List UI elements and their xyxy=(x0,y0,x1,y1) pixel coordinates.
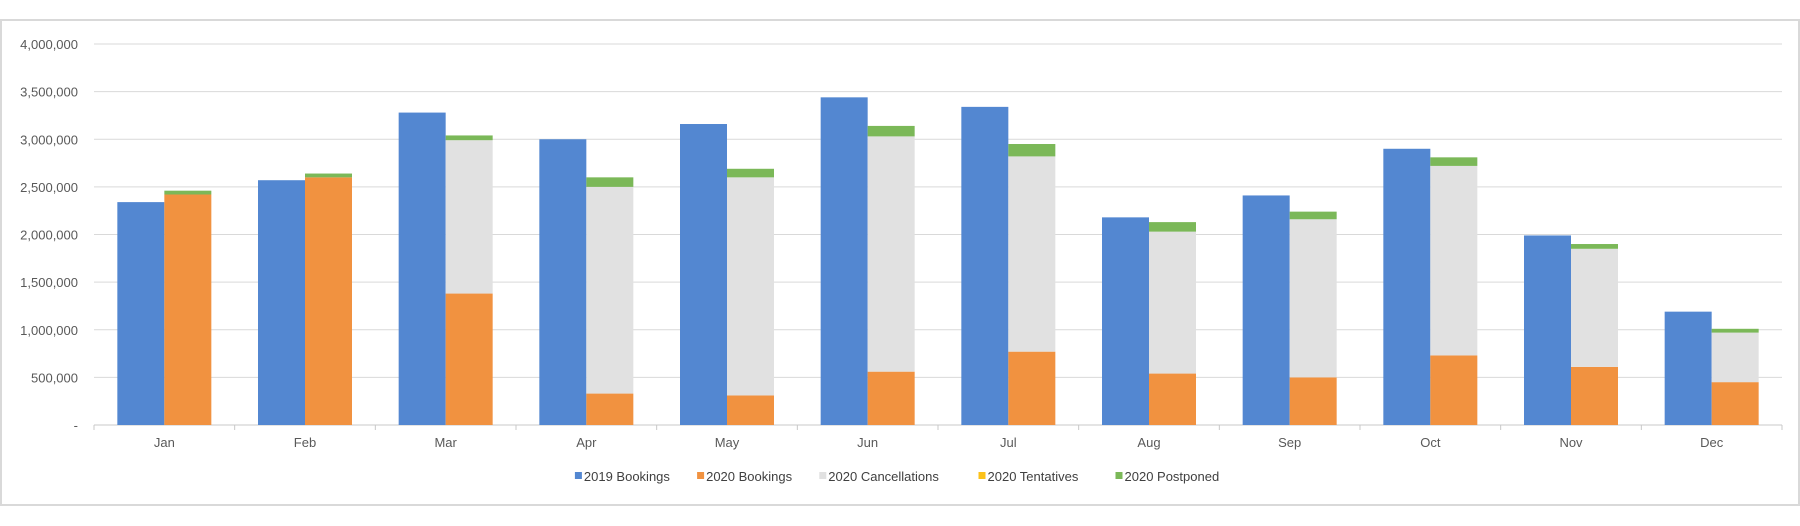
bar-2019-bookings xyxy=(539,139,587,425)
legend-label: 2020 Tentatives xyxy=(988,469,1079,484)
bar-2020-postponed xyxy=(164,190,212,195)
legend-item: 2020 Cancellations xyxy=(819,469,939,484)
legend-swatch xyxy=(978,472,986,479)
y-tick-label: 3,500,000 xyxy=(20,85,78,100)
bar-2020-bookings xyxy=(1149,373,1196,425)
y-tick-label: 500,000 xyxy=(31,370,78,385)
legend-item: 2020 Tentatives xyxy=(978,469,1079,484)
bar-2020-bookings xyxy=(1289,377,1337,425)
legend-swatch xyxy=(574,472,582,479)
bar-2020-bookings xyxy=(164,194,212,425)
x-tick-label: Sep xyxy=(1278,435,1301,450)
bar-2020-bookings xyxy=(586,393,634,425)
y-tick-label: 2,000,000 xyxy=(20,228,78,243)
x-tick-label: Dec xyxy=(1700,435,1724,450)
bar-2020-cancellations xyxy=(1008,156,1056,352)
bar-2020-cancellations xyxy=(1430,165,1478,356)
stacked-bar-chart: - 500,000 1,000,000 1,500,000 2,000,000 2,500… xyxy=(20,37,1783,484)
x-tick-label: Jun xyxy=(857,435,878,450)
bar-2020-postponed xyxy=(305,173,352,178)
x-tick-label: Oct xyxy=(1420,435,1441,450)
bar-2020-postponed xyxy=(867,125,915,137)
x-tick-label: Nov xyxy=(1559,435,1583,450)
bar-2020-postponed xyxy=(1430,157,1478,166)
bar-2019-bookings xyxy=(1664,311,1712,425)
bar-2020-postponed xyxy=(1571,244,1618,249)
bar-2020-bookings xyxy=(1008,351,1056,425)
bar-2020-bookings xyxy=(445,293,493,425)
x-tick-label: Aug xyxy=(1137,435,1160,450)
legend-item: 2019 Bookings xyxy=(574,469,671,484)
bar-2020-bookings xyxy=(1430,355,1478,425)
y-tick-label: 4,000,000 xyxy=(20,37,78,52)
bar-2020-cancellations xyxy=(1149,231,1196,374)
bar-2020-bookings xyxy=(727,395,774,425)
bar-2020-postponed xyxy=(727,168,774,178)
x-tick-label: Mar xyxy=(434,435,457,450)
legend-swatch xyxy=(697,472,705,479)
bar-2020-postponed xyxy=(1711,328,1759,333)
y-tick-label: 3,000,000 xyxy=(20,132,78,147)
legend-label: 2020 Bookings xyxy=(706,469,793,484)
x-tick-label: Jan xyxy=(154,435,175,450)
bar-2019-bookings xyxy=(258,180,305,425)
bar-2020-cancellations xyxy=(1289,219,1337,378)
bar-2019-bookings xyxy=(1242,195,1290,425)
chart-frame: - 500,000 1,000,000 1,500,000 2,000,000 2,500… xyxy=(0,19,1800,506)
x-tick-label: Feb xyxy=(294,435,316,450)
axes: - 500,000 1,000,000 1,500,000 2,000,000 2,500… xyxy=(20,37,1783,450)
bar-2019-bookings xyxy=(1383,148,1431,425)
bar-2020-bookings xyxy=(305,177,352,425)
y-tick-label: 1,500,000 xyxy=(20,275,78,290)
bar-2020-cancellations xyxy=(1571,248,1618,367)
bar-2019-bookings xyxy=(117,202,165,425)
legend-swatch xyxy=(1115,472,1123,479)
y-tick-label: - xyxy=(74,418,78,433)
bars xyxy=(117,97,1759,426)
bar-2020-bookings xyxy=(1711,382,1759,425)
x-tick-label: Jul xyxy=(1000,435,1017,450)
bar-2020-bookings xyxy=(867,371,915,425)
bar-2020-cancellations xyxy=(586,186,634,394)
gridlines xyxy=(94,43,1782,426)
bar-2020-postponed xyxy=(1149,222,1196,232)
legend-label: 2020 Postponed xyxy=(1125,469,1220,484)
legend-swatch xyxy=(819,472,827,479)
bar-2020-postponed xyxy=(1289,211,1337,220)
bar-2020-bookings xyxy=(1571,366,1618,425)
bar-2020-postponed xyxy=(586,177,634,187)
bar-2020-postponed xyxy=(1008,144,1056,157)
legend-label: 2020 Cancellations xyxy=(828,469,939,484)
bar-2020-cancellations xyxy=(867,136,915,372)
bar-2019-bookings xyxy=(820,97,868,425)
bar-2020-postponed xyxy=(445,135,493,141)
bar-2019-bookings xyxy=(680,124,727,425)
bar-2020-cancellations xyxy=(727,177,774,396)
bar-2019-bookings xyxy=(398,112,446,425)
legend-item: 2020 Bookings xyxy=(697,469,793,484)
bar-2019-bookings xyxy=(961,106,1009,426)
y-tick-label: 2,500,000 xyxy=(20,180,78,195)
legend-label: 2019 Bookings xyxy=(584,469,671,484)
bar-2019-bookings xyxy=(1524,235,1571,425)
bar-2020-cancellations xyxy=(1711,332,1759,383)
legend: 2019 Bookings 2020 Bookings 2020 Cancellat… xyxy=(574,469,1220,484)
x-tick-label: May xyxy=(715,435,740,450)
legend-item: 2020 Postponed xyxy=(1115,469,1220,484)
y-tick-label: 1,000,000 xyxy=(20,323,78,338)
bar-2020-cancellations xyxy=(445,140,493,294)
bar-2019-bookings xyxy=(1102,217,1149,425)
x-tick-label: Apr xyxy=(576,435,597,450)
